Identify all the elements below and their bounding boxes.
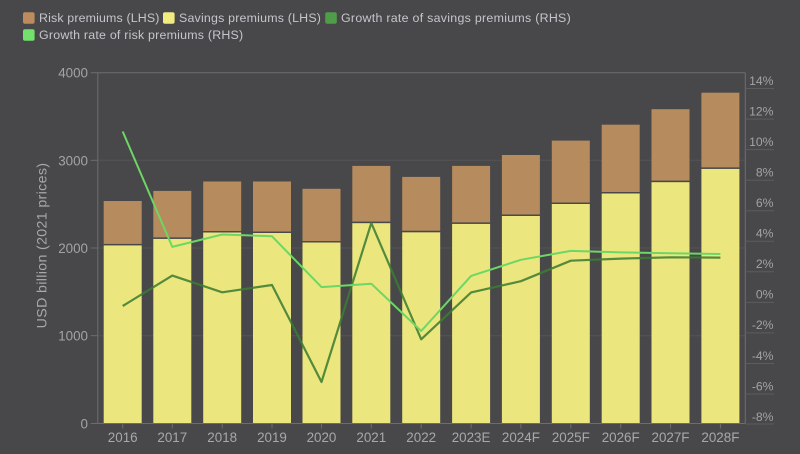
svg-text:12%: 12% bbox=[749, 104, 774, 118]
svg-text:2021: 2021 bbox=[356, 430, 386, 445]
svg-text:8%: 8% bbox=[756, 166, 774, 180]
svg-text:2025F: 2025F bbox=[552, 430, 590, 445]
svg-text:Savings premiums (LHS): Savings premiums (LHS) bbox=[179, 11, 321, 25]
svg-text:2026F: 2026F bbox=[602, 430, 640, 445]
svg-text:10%: 10% bbox=[749, 135, 774, 149]
svg-text:2%: 2% bbox=[756, 257, 774, 271]
svg-text:-2%: -2% bbox=[752, 318, 774, 332]
svg-text:Risk premiums (LHS): Risk premiums (LHS) bbox=[39, 11, 160, 25]
svg-text:2023E: 2023E bbox=[452, 430, 491, 445]
svg-text:USD billion (2021 prices): USD billion (2021 prices) bbox=[35, 163, 51, 329]
svg-text:6%: 6% bbox=[756, 196, 774, 210]
svg-text:2028F: 2028F bbox=[701, 430, 739, 445]
svg-text:14%: 14% bbox=[749, 74, 774, 88]
svg-text:2020: 2020 bbox=[307, 430, 337, 445]
svg-text:4000: 4000 bbox=[58, 66, 88, 81]
svg-text:2022: 2022 bbox=[406, 430, 436, 445]
svg-text:2016: 2016 bbox=[108, 430, 138, 445]
svg-text:2024F: 2024F bbox=[502, 430, 540, 445]
svg-text:Growth rate of savings premium: Growth rate of savings premiums (RHS) bbox=[341, 11, 571, 25]
svg-text:1000: 1000 bbox=[58, 329, 88, 344]
svg-text:Growth rate of risk premiums (: Growth rate of risk premiums (RHS) bbox=[39, 28, 243, 42]
svg-text:2019: 2019 bbox=[257, 430, 287, 445]
svg-text:3000: 3000 bbox=[58, 153, 88, 168]
svg-text:2000: 2000 bbox=[58, 241, 88, 256]
svg-text:-6%: -6% bbox=[752, 379, 774, 393]
svg-text:2018: 2018 bbox=[207, 430, 237, 445]
svg-text:2017: 2017 bbox=[157, 430, 187, 445]
svg-text:4%: 4% bbox=[756, 227, 774, 241]
svg-text:0%: 0% bbox=[756, 288, 774, 302]
svg-text:-4%: -4% bbox=[752, 349, 774, 363]
svg-text:2027F: 2027F bbox=[652, 430, 690, 445]
svg-text:-8%: -8% bbox=[752, 410, 774, 424]
svg-text:0: 0 bbox=[81, 416, 88, 431]
